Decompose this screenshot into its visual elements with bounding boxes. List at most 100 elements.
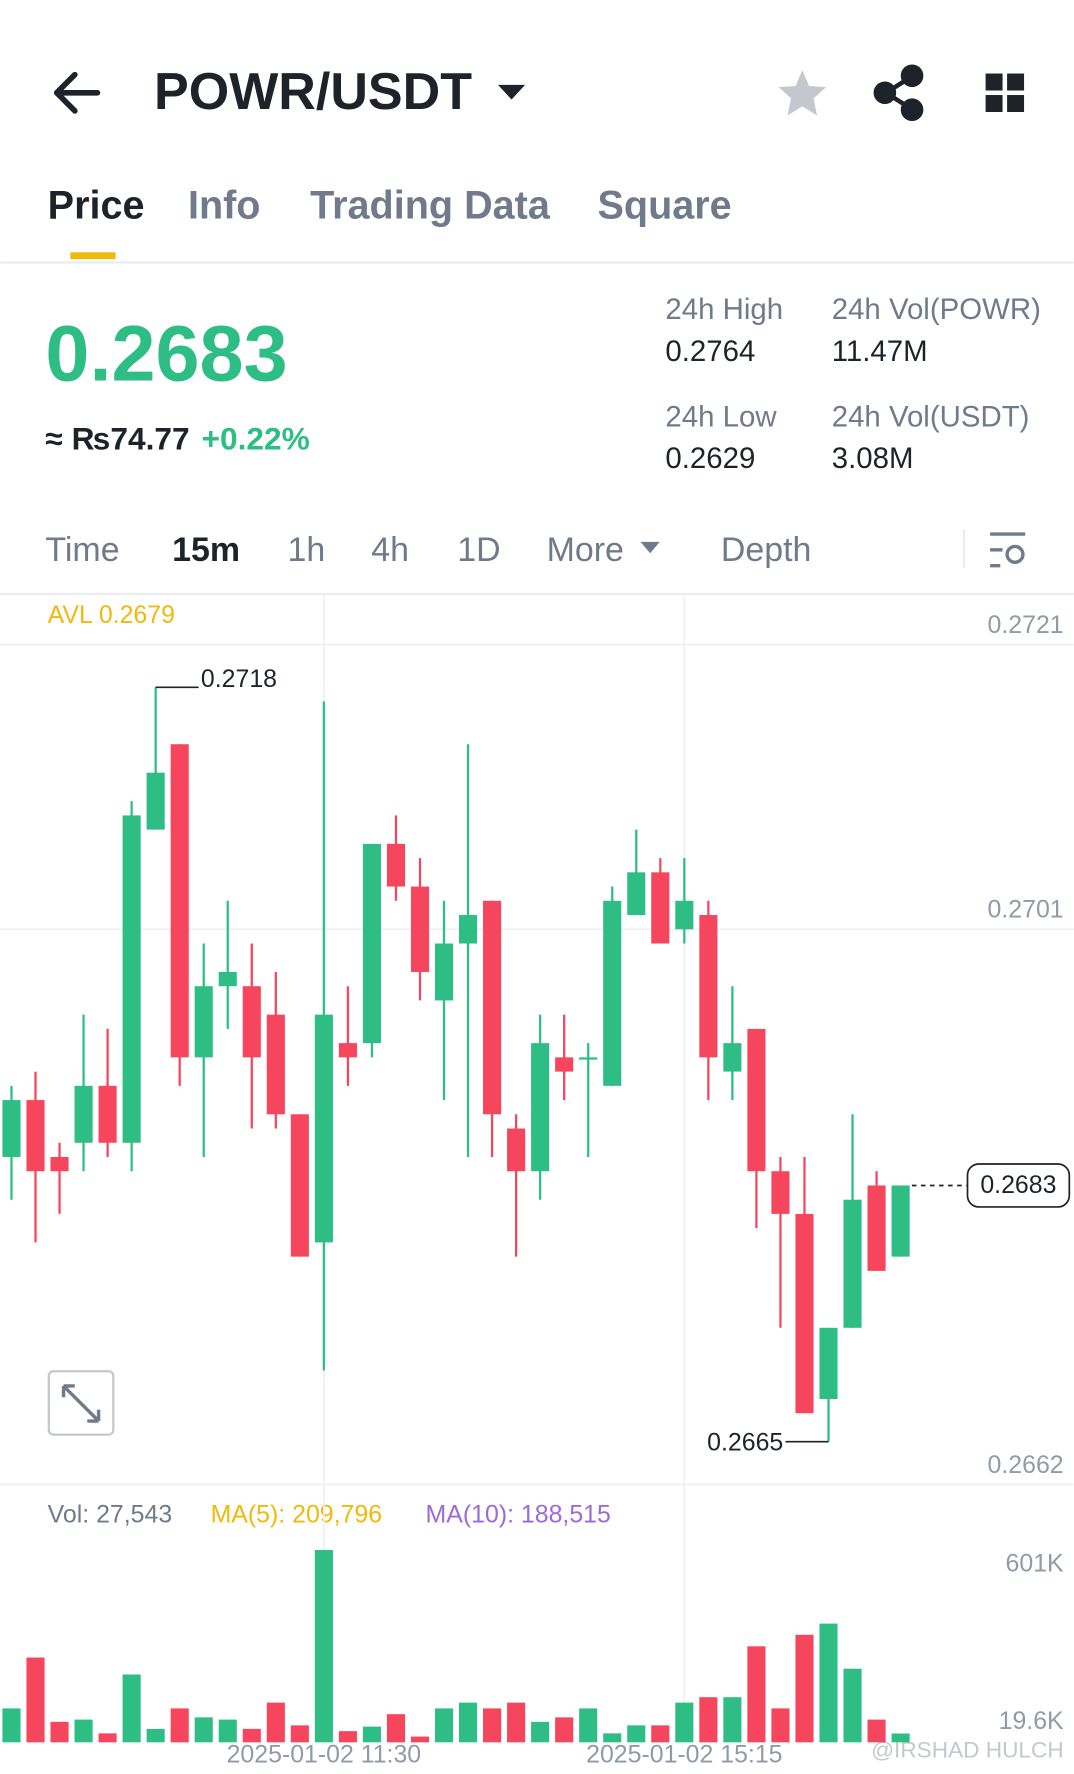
volume-bar [338,1731,357,1743]
last-price: 0.2683 [45,309,287,398]
pair-title[interactable]: POWR/USDT [154,63,472,121]
candle-body [386,843,406,887]
tab-square[interactable]: Square [598,184,732,228]
candle-body [483,900,502,1115]
apps-button[interactable] [985,73,1025,113]
volume-bar [50,1721,69,1743]
current-price-box [966,1163,1071,1208]
pair-dropdown[interactable] [497,84,526,100]
volume-bar [795,1634,814,1743]
volume-bar [819,1623,838,1743]
interval-depth[interactable]: Depth [721,531,812,569]
volume-bar [410,1736,430,1743]
candle-body [338,1043,357,1058]
candle-body [122,815,141,1143]
candle-body [819,1327,838,1399]
candle-body [2,1100,21,1157]
candle-body [98,1085,117,1143]
y-tick-label: 19.6K [999,1707,1064,1735]
volume-bar [218,1719,237,1743]
volume-bar [122,1674,141,1743]
tab-price[interactable]: Price [48,184,145,228]
volume-bar [290,1725,309,1743]
candle-body [579,1057,598,1060]
x-tick-label: 2025-01-02 15:15 [586,1740,782,1768]
chart-settings[interactable] [990,532,1026,568]
candle-body [555,1057,574,1072]
tab-info[interactable]: Info [188,184,261,228]
volume-bar [603,1733,622,1743]
candle-body [627,872,646,916]
y-tick-label: 0.2721 [988,611,1064,639]
tab-trading-data[interactable]: Trading Data [310,184,551,228]
volume-bar [483,1708,502,1743]
candle-body [843,1199,862,1328]
candle-body [434,943,454,1001]
volume-bar [507,1702,526,1743]
stat-value: 0.2764 [665,335,755,368]
volume-bar [531,1721,550,1743]
candle-body [170,744,189,1058]
more-arrow [640,541,660,554]
volume-bar [675,1702,694,1743]
volume-bar [170,1708,189,1743]
volume-bar [459,1702,478,1743]
stat-label: 24h Low [665,400,777,433]
divider [0,261,1074,264]
volume-bar [555,1717,574,1743]
tab-indicator [70,252,116,260]
candle-body [747,1028,766,1172]
interval[interactable]: 1D [457,531,500,569]
volume-bar [266,1702,285,1743]
volume-bar [74,1719,93,1743]
stat-value: 0.2629 [665,442,755,475]
candle-body [194,986,213,1058]
share-button[interactable] [873,64,924,122]
price-change: +0.22% [202,421,310,457]
ma10-label: MA(10): 188,515 [426,1501,611,1529]
stat-label: 24h Vol(USDT) [832,400,1030,433]
favorite-button[interactable] [778,70,827,116]
candle-body [266,1014,285,1115]
stat-label: 24h Vol(POWR) [832,293,1041,326]
volume-bar [651,1725,670,1743]
volume-bar [314,1549,333,1743]
volume-bar [362,1726,381,1743]
back-button[interactable] [53,71,101,114]
volume-bar [579,1708,598,1743]
volume-bar [98,1733,117,1743]
candle-body [531,1043,550,1172]
volume-bar [747,1646,766,1743]
candle-body [891,1185,910,1257]
volume-bar [699,1697,718,1743]
candle-body [675,900,694,930]
volume-bar [242,1728,261,1743]
candle-body [290,1114,309,1257]
stat-label: 24h High [665,293,783,326]
candle-body [314,1014,333,1243]
interval[interactable]: 4h [371,531,409,569]
stat-value: 11.47M [832,335,928,368]
volume-bar [194,1717,213,1743]
interval-more[interactable]: More [547,531,624,569]
candle-body [218,971,237,987]
ma5-label: MA(5): 209,796 [211,1501,382,1529]
candle-body [459,915,478,944]
interval[interactable]: 1h [288,531,326,569]
x-tick-label: 2025-01-02 11:30 [227,1740,422,1768]
volume-bar [627,1725,646,1743]
candle-body [146,772,165,830]
candle-body [867,1185,886,1271]
candle-body [50,1156,69,1172]
low-label: 0.2665 [707,1429,783,1457]
candle-body [723,1043,742,1072]
y-tick-label: 0.2701 [988,896,1064,924]
expand-button[interactable] [47,1370,115,1436]
interval-selected[interactable]: 15m [172,531,240,569]
candle-body [26,1100,45,1172]
candle-body [507,1128,526,1172]
candle-body [699,915,718,1058]
interval[interactable]: Time [45,531,119,569]
avl-label: AVL 0.2679 [48,601,175,629]
